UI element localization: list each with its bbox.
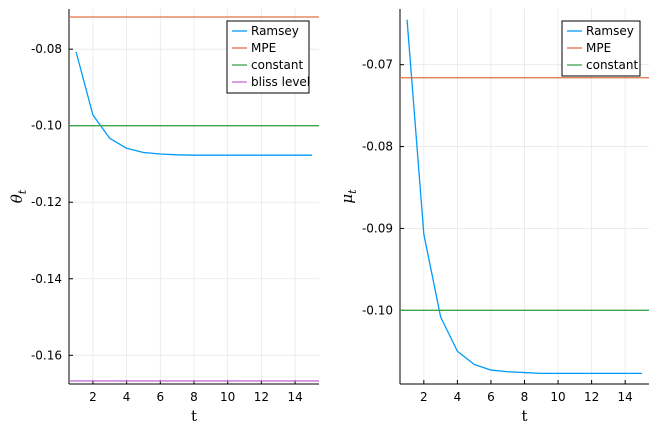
- x-tick-label: 6: [156, 390, 164, 404]
- x-tick-label: 2: [420, 390, 428, 404]
- legend-label: constant: [251, 58, 303, 72]
- legend-label: constant: [586, 58, 638, 72]
- x-tick-label: 14: [618, 390, 633, 404]
- legend-label: MPE: [251, 41, 276, 55]
- series-ramsey-line: [75, 51, 312, 156]
- y-tick-label: -0.16: [31, 348, 62, 362]
- y-tick-label: -0.10: [362, 303, 393, 317]
- y-tick-label: -0.09: [362, 221, 393, 235]
- x-tick-label: 8: [521, 390, 529, 404]
- x-tick-label: 6: [487, 390, 495, 404]
- y-tick-label: -0.08: [31, 42, 62, 56]
- x-tick-label: 2: [89, 390, 97, 404]
- legend: Ramsey MPE constant bliss level: [226, 20, 310, 94]
- x-tick-label: 10: [550, 390, 565, 404]
- legend-label: MPE: [586, 41, 611, 55]
- y-axis-title: θt: [8, 189, 29, 203]
- y-axis-title-subscript: t: [346, 189, 359, 194]
- y-tick-label: -0.12: [31, 195, 62, 209]
- x-tick-label: 4: [123, 390, 131, 404]
- x-tick-label: 10: [220, 390, 235, 404]
- x-tick-label: 12: [584, 390, 599, 404]
- legend-label: Ramsey: [586, 24, 634, 38]
- chart-panel-2: 2 4 6 8 10 12 14-0.07-0.08-0.09-0.10tμtRamseyM…: [338, 9, 649, 425]
- legend-label: Ramsey: [251, 24, 299, 38]
- series-group: [69, 16, 319, 382]
- y-tick-label: -0.08: [362, 140, 393, 154]
- series-ramsey-line: [406, 19, 642, 375]
- legend-label: bliss level: [251, 75, 310, 89]
- x-tick-label: 12: [254, 390, 269, 404]
- series-group: [400, 19, 649, 375]
- x-tick-label: 8: [190, 390, 198, 404]
- x-axis-title: t: [191, 407, 197, 425]
- y-tick-label: -0.07: [362, 58, 393, 72]
- y-axis-title-subscript: t: [16, 189, 29, 194]
- x-tick-label: 4: [454, 390, 462, 404]
- legend-box: [226, 20, 310, 94]
- y-axis-title: μt: [338, 189, 359, 204]
- legend: Ramsey MPE constant: [561, 20, 641, 77]
- chart-panel-1: 2 4 6 8 10 12 14-0.08-0.10-0.12-0.14-0.16tθtRa…: [8, 9, 319, 425]
- x-axis-title: t: [521, 407, 527, 425]
- y-tick-label: -0.14: [31, 272, 62, 286]
- x-tick-label: 14: [287, 390, 302, 404]
- y-tick-label: -0.10: [31, 119, 62, 133]
